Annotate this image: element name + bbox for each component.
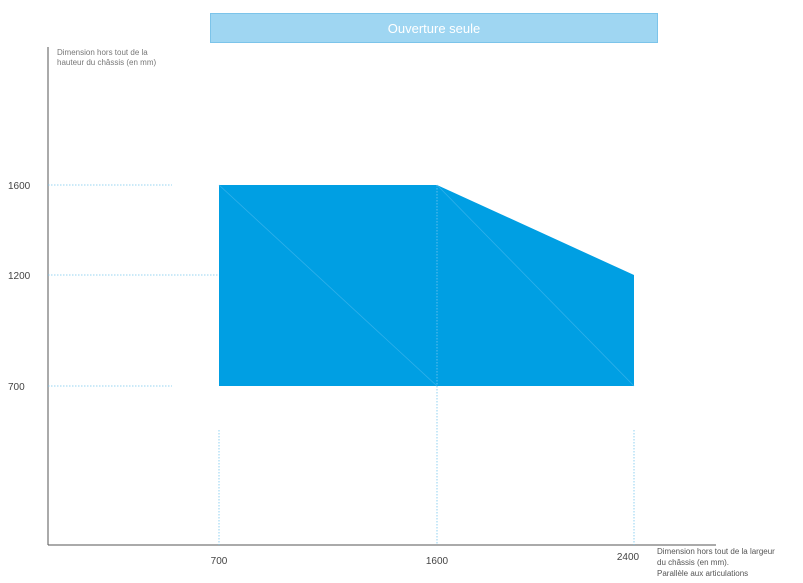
- chart-title: Ouverture seule: [387, 20, 481, 36]
- x-tick-label: 700: [211, 556, 228, 567]
- area-diagonal: [436, 184, 635, 387]
- chart-title-banner: Ouverture seule: [210, 13, 658, 43]
- x-tick-label: 1600: [426, 556, 449, 567]
- y-tick-label: 700: [8, 382, 25, 393]
- x-axis-label-line-1: Dimension hors tout de la largeur: [657, 547, 775, 556]
- y-tick-label: 1600: [8, 181, 31, 192]
- x-axis-label: Dimension hors tout de la largeur du châ…: [657, 546, 803, 579]
- x-tick-label: 2400: [617, 552, 640, 563]
- y-axis-label: Dimension hors tout de la hauteur du châ…: [57, 48, 157, 67]
- y-tick-label: 1200: [8, 271, 31, 282]
- area-diagonal: [218, 184, 438, 387]
- x-axis-label-line-3: Parallèle aux articulations: [657, 569, 749, 578]
- opening-area: [219, 185, 634, 386]
- x-axis-label-line-2: du châssis (en mm).: [657, 558, 730, 567]
